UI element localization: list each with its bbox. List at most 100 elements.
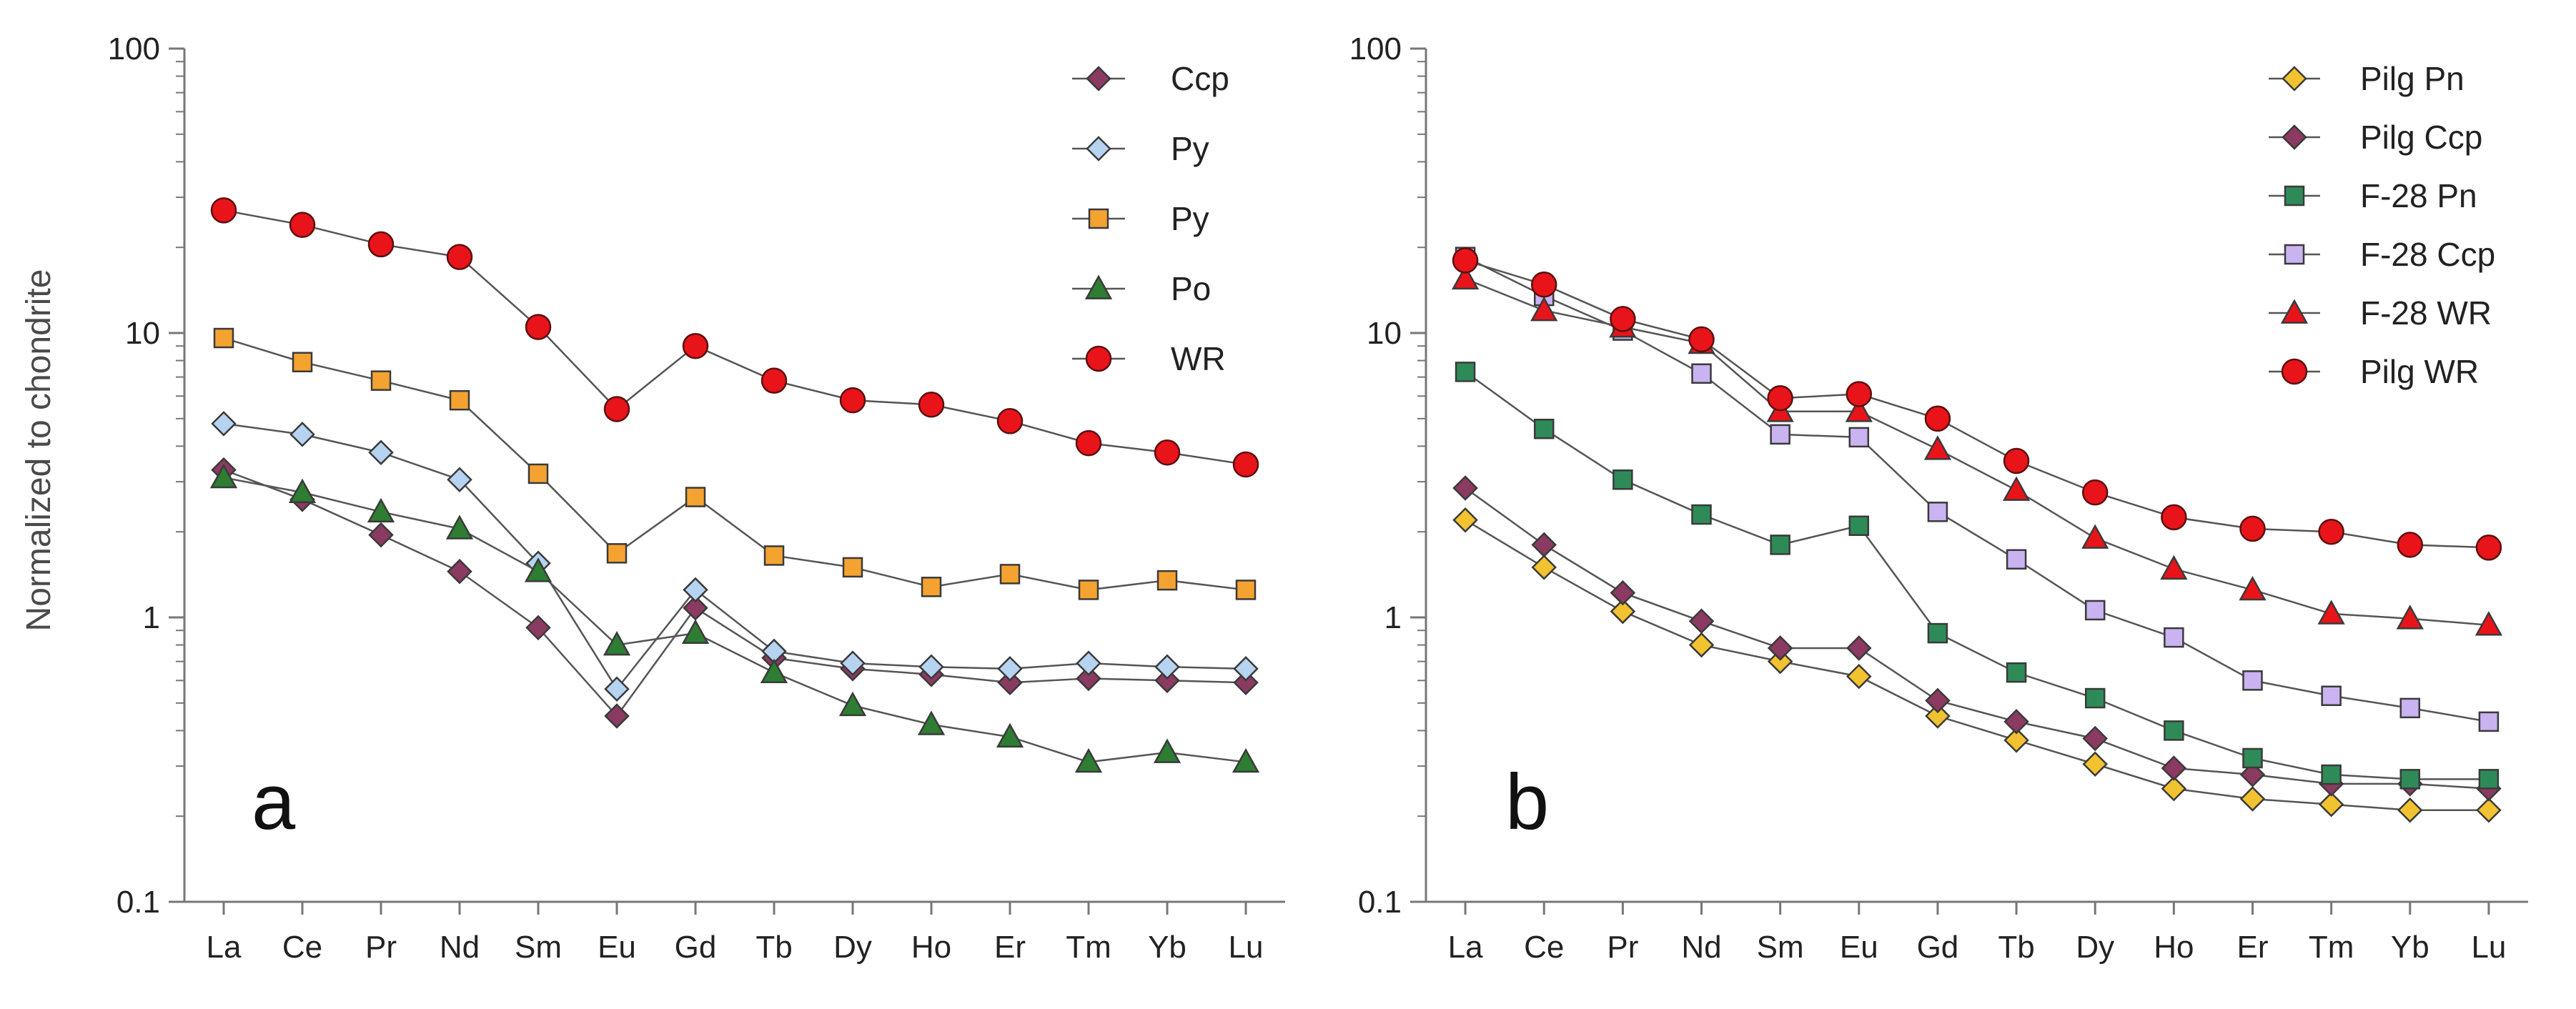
data-point-ho bbox=[2160, 555, 2188, 580]
data-point-pr bbox=[1610, 598, 1636, 625]
data-point-sm bbox=[524, 557, 553, 582]
data-point-tm bbox=[2321, 685, 2342, 706]
legend-marker bbox=[2284, 185, 2305, 207]
x-tick-label-ho: Ho bbox=[911, 930, 951, 965]
data-point-pr bbox=[368, 522, 394, 548]
data-point-er bbox=[997, 670, 1023, 695]
data-point-nd bbox=[445, 515, 474, 540]
data-point-pr bbox=[370, 370, 392, 391]
data-point-pr bbox=[1610, 306, 1636, 332]
legend-label: Po bbox=[1171, 270, 1211, 307]
data-point-tb bbox=[2006, 549, 2027, 570]
data-point-tm bbox=[2318, 791, 2344, 817]
data-point-lu bbox=[1233, 656, 1259, 682]
data-point-dy bbox=[2082, 725, 2108, 752]
data-point-nd bbox=[447, 467, 472, 493]
data-point-yb bbox=[2396, 605, 2424, 630]
data-point-pr bbox=[367, 231, 395, 258]
data-point-er bbox=[2239, 786, 2266, 812]
legend-item-pilg-ccp: Pilg Ccp bbox=[2269, 119, 2482, 156]
data-point-dy bbox=[2084, 687, 2106, 709]
x-tick-label-sm: Sm bbox=[515, 930, 562, 965]
x-tick-label-la: La bbox=[207, 930, 242, 965]
data-point-lu bbox=[1232, 451, 1259, 478]
data-point-dy bbox=[2082, 751, 2108, 777]
data-point-ho bbox=[2161, 755, 2187, 781]
x-tick-label-la: La bbox=[1448, 930, 1483, 965]
data-point-sm bbox=[527, 463, 549, 484]
y-tick-label-0-1: 0.1 bbox=[1358, 885, 1402, 920]
data-point-sm bbox=[525, 615, 551, 641]
series-line bbox=[1465, 487, 2490, 790]
x-tick-label-sm: Sm bbox=[1757, 930, 1804, 965]
data-point-lu bbox=[2475, 535, 2502, 561]
x-tick-label-nd: Nd bbox=[1681, 930, 1721, 965]
y-tick-label-100: 100 bbox=[1349, 31, 1402, 66]
series-3-py bbox=[213, 327, 1257, 600]
legend: Ccp Py Py Po WR bbox=[1072, 60, 1229, 377]
data-point-lu bbox=[1232, 747, 1260, 773]
data-point-tb bbox=[2003, 709, 2029, 735]
data-point-er bbox=[2242, 670, 2263, 691]
legend-label: WR bbox=[1171, 340, 1226, 377]
data-point-tb bbox=[2006, 662, 2027, 683]
data-point-ho bbox=[2161, 504, 2187, 531]
data-point-yb bbox=[1154, 654, 1180, 680]
data-point-gd bbox=[1925, 687, 1951, 714]
data-point-ce bbox=[1533, 418, 1555, 439]
legend-label: Py bbox=[1171, 130, 1209, 167]
data-point-sm bbox=[1770, 424, 1790, 445]
data-point-nd bbox=[1688, 632, 1715, 658]
data-point-eu bbox=[1846, 663, 1872, 690]
data-point-ho bbox=[2164, 720, 2184, 741]
x-tick-label-pr: Pr bbox=[365, 930, 397, 965]
series-3-f-28-pn bbox=[1455, 362, 2500, 790]
data-point-dy bbox=[840, 650, 866, 676]
y-axis-label: Normalized to chondrite bbox=[20, 269, 58, 632]
data-point-tm bbox=[2321, 764, 2342, 785]
data-point-nd bbox=[446, 244, 473, 270]
series-line bbox=[1465, 371, 2489, 780]
legend-label: Pilg WR bbox=[2360, 353, 2479, 390]
data-point-eu bbox=[1846, 381, 1873, 407]
data-point-tb bbox=[2003, 727, 2029, 753]
series-line bbox=[1465, 259, 2489, 549]
x-tick-label-eu: Eu bbox=[598, 930, 636, 965]
data-point-eu bbox=[603, 630, 631, 656]
x-tick-label-nd: Nd bbox=[440, 930, 480, 965]
y-tick-label-10: 10 bbox=[125, 316, 160, 351]
data-point-dy bbox=[2084, 600, 2106, 621]
data-point-lu bbox=[2478, 769, 2500, 790]
legend-label: F-28 Ccp bbox=[2360, 236, 2495, 273]
data-point-tm bbox=[2318, 518, 2344, 545]
data-point-tm bbox=[1076, 665, 1101, 692]
data-point-gd bbox=[1927, 502, 1948, 522]
data-point-ce bbox=[1530, 271, 1557, 298]
data-point-eu bbox=[1845, 397, 1873, 422]
legend-marker bbox=[2284, 244, 2305, 265]
data-point-eu bbox=[604, 703, 630, 729]
data-point-eu bbox=[606, 543, 628, 564]
series-line bbox=[223, 477, 1247, 763]
data-point-yb bbox=[2399, 769, 2421, 790]
data-point-pr bbox=[368, 439, 394, 466]
data-point-ce bbox=[288, 478, 317, 503]
data-point-er bbox=[2242, 747, 2263, 769]
x-tick-label-er: Er bbox=[994, 930, 1026, 965]
series-1-pilg-pn bbox=[1452, 507, 2502, 823]
data-point-nd bbox=[1691, 504, 1712, 525]
data-point-pr bbox=[367, 497, 395, 523]
x-tick-label-tb: Tb bbox=[1998, 930, 2034, 965]
series-6-pilg-wr bbox=[1452, 247, 2502, 561]
data-point-er bbox=[996, 722, 1024, 748]
legend: Pilg Pn Pilg Ccp F-28 Pn F-28 Ccp F-28 WR Pil… bbox=[2269, 60, 2495, 390]
legend-item-f-28-wr: F-28 WR bbox=[2269, 294, 2492, 332]
legend-item-py: Py bbox=[1072, 200, 1209, 237]
data-point-lu bbox=[2478, 711, 2500, 732]
data-point-eu bbox=[1848, 427, 1870, 448]
data-point-la bbox=[1451, 264, 1480, 290]
data-point-la bbox=[209, 463, 238, 489]
data-point-dy bbox=[838, 691, 867, 717]
y-tick-label-100: 100 bbox=[108, 31, 160, 66]
